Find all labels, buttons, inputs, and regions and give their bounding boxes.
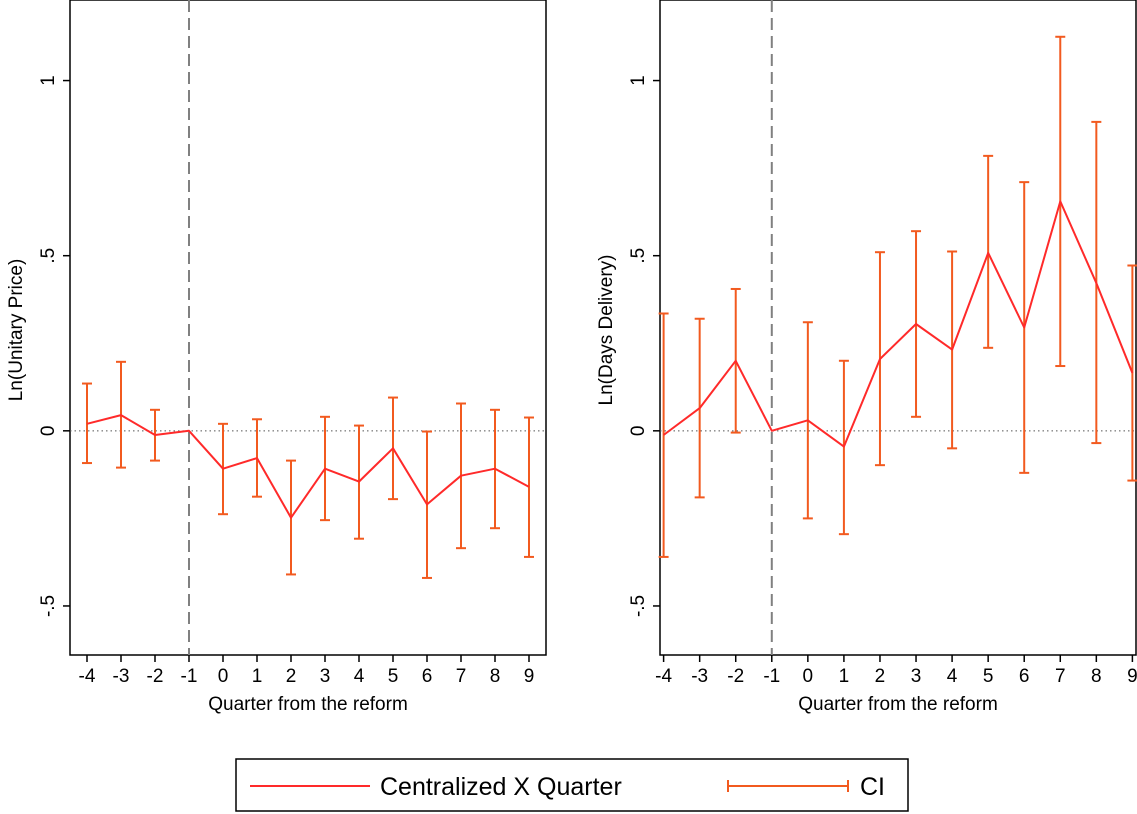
- left-x-tick-label: 5: [388, 666, 399, 687]
- left-x-tick-label: 7: [456, 666, 467, 687]
- right-x-tick-label: 7: [1055, 666, 1066, 687]
- right-x-tick-label: 8: [1091, 666, 1102, 687]
- right-x-tick-label: 4: [947, 666, 958, 687]
- right-x-tick-label: -4: [655, 666, 672, 687]
- left-y-axis-title: Ln(Unitary Price): [6, 259, 27, 402]
- left-y-tick-label: 1: [38, 75, 59, 86]
- legend: Centralized X Quarter CI: [235, 758, 909, 812]
- left-x-tick-label: 3: [320, 666, 331, 687]
- left-x-tick-label: -3: [113, 666, 130, 687]
- left-x-axis-title: Quarter from the reform: [208, 694, 408, 715]
- right-series-line: [663, 200, 1134, 448]
- legend-ci-swatch: [727, 780, 849, 792]
- right-y-tick-label: -.5: [628, 595, 649, 617]
- right-y-tick-label: 1: [628, 75, 649, 86]
- left-x-tick-label: -1: [181, 666, 198, 687]
- left-x-tick-label: 8: [490, 666, 501, 687]
- right-ci-bar: [658, 312, 669, 558]
- right-x-tick-label: -3: [691, 666, 708, 687]
- right-plot-frame: [659, 0, 1137, 656]
- left-x-tick-label: 1: [252, 666, 263, 687]
- left-x-tick-label: 6: [422, 666, 433, 687]
- right-ci-bar: [1127, 264, 1137, 482]
- legend-label-ci: CI: [860, 773, 885, 801]
- right-x-tick-label: -1: [763, 666, 780, 687]
- left-x-tick-label: 4: [354, 666, 365, 687]
- right-panel: -.5 0 .5 1 -4 -3 -2 -1 0 1 2 3 4 5 6 7 8 9: [628, 0, 1137, 687]
- right-x-tick-label: 3: [911, 666, 922, 687]
- left-panel: -.5 0 .5 1 -4 -3 -2 -1 0 1 2 3 4 5 6 7 8 9: [38, 0, 547, 687]
- left-y-tick-label: .5: [38, 248, 59, 264]
- legend-label-series: Centralized X Quarter: [380, 773, 622, 801]
- right-x-tick-label: 9: [1127, 666, 1137, 687]
- right-x-tick-label: 0: [803, 666, 814, 687]
- left-ci-bar: [524, 416, 534, 558]
- right-x-tick-label: 5: [983, 666, 994, 687]
- left-y-tick-label: -.5: [38, 595, 59, 617]
- left-x-tick-label: -4: [79, 666, 96, 687]
- left-x-tick-label: -2: [147, 666, 164, 687]
- right-y-tick-label: .5: [628, 248, 649, 264]
- right-x-tick-label: -2: [727, 666, 744, 687]
- right-y-tick-label: 0: [628, 426, 649, 437]
- right-x-axis-title: Quarter from the reform: [798, 694, 998, 715]
- right-y-axis-title: Ln(Days Delivery): [596, 255, 617, 406]
- right-x-tick-label: 1: [839, 666, 850, 687]
- left-x-tick-label: 0: [218, 666, 229, 687]
- left-series-line: [86, 414, 530, 519]
- left-y-tick-label: 0: [38, 426, 59, 437]
- left-x-tick-label: 2: [286, 666, 297, 687]
- right-x-tick-label: 6: [1019, 666, 1030, 687]
- left-x-tick-label: 9: [524, 666, 535, 687]
- left-plot-frame: [69, 0, 547, 656]
- right-ci-bar: [983, 154, 994, 349]
- right-x-tick-label: 2: [875, 666, 886, 687]
